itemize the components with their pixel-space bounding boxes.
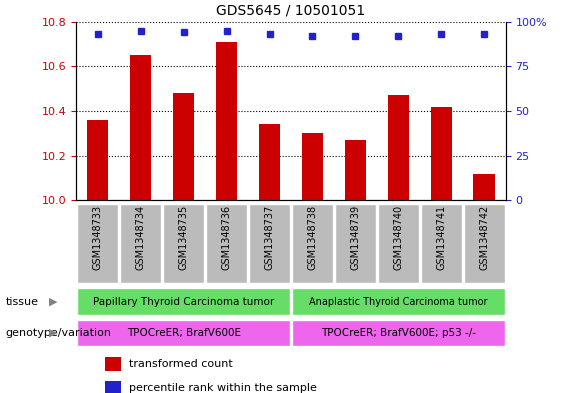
FancyBboxPatch shape	[77, 288, 290, 315]
FancyBboxPatch shape	[292, 320, 505, 346]
Text: GSM1348739: GSM1348739	[350, 205, 360, 270]
FancyBboxPatch shape	[77, 320, 290, 346]
Bar	[87, 120, 108, 200]
Bar	[259, 125, 280, 200]
Text: GSM1348740: GSM1348740	[393, 205, 403, 270]
Text: TPOCreER; BrafV600E: TPOCreER; BrafV600E	[127, 328, 241, 338]
Text: GSM1348737: GSM1348737	[264, 205, 275, 270]
Bar	[216, 42, 237, 200]
FancyBboxPatch shape	[120, 204, 161, 283]
Text: GSM1348738: GSM1348738	[307, 205, 318, 270]
Bar	[345, 140, 366, 200]
Bar	[388, 95, 409, 200]
Bar	[431, 107, 452, 200]
Text: Anaplastic Thyroid Carcinoma tumor: Anaplastic Thyroid Carcinoma tumor	[309, 297, 488, 307]
FancyBboxPatch shape	[335, 204, 376, 283]
Bar	[130, 55, 151, 200]
Text: transformed count: transformed count	[129, 359, 232, 369]
Title: GDS5645 / 10501051: GDS5645 / 10501051	[216, 4, 366, 18]
Text: Papillary Thyroid Carcinoma tumor: Papillary Thyroid Carcinoma tumor	[93, 297, 274, 307]
FancyBboxPatch shape	[464, 204, 505, 283]
Text: ▶: ▶	[49, 328, 58, 338]
FancyBboxPatch shape	[378, 204, 419, 283]
FancyBboxPatch shape	[292, 288, 505, 315]
FancyBboxPatch shape	[249, 204, 290, 283]
Text: percentile rank within the sample: percentile rank within the sample	[129, 382, 316, 393]
Text: tissue: tissue	[6, 297, 38, 307]
Text: ▶: ▶	[49, 297, 58, 307]
Text: GSM1348741: GSM1348741	[436, 205, 446, 270]
Text: genotype/variation: genotype/variation	[6, 328, 112, 338]
Text: GSM1348735: GSM1348735	[179, 205, 189, 270]
Bar	[302, 133, 323, 200]
FancyBboxPatch shape	[292, 204, 333, 283]
FancyBboxPatch shape	[421, 204, 462, 283]
FancyBboxPatch shape	[206, 204, 247, 283]
FancyBboxPatch shape	[77, 204, 118, 283]
Text: TPOCreER; BrafV600E; p53 -/-: TPOCreER; BrafV600E; p53 -/-	[321, 328, 476, 338]
Bar	[105, 357, 120, 371]
Bar	[473, 174, 495, 200]
Bar	[105, 381, 120, 393]
Text: GSM1348742: GSM1348742	[479, 205, 489, 270]
Text: GSM1348734: GSM1348734	[136, 205, 146, 270]
FancyBboxPatch shape	[163, 204, 204, 283]
Text: GSM1348736: GSM1348736	[221, 205, 232, 270]
Text: GSM1348733: GSM1348733	[93, 205, 103, 270]
Bar	[173, 93, 194, 200]
